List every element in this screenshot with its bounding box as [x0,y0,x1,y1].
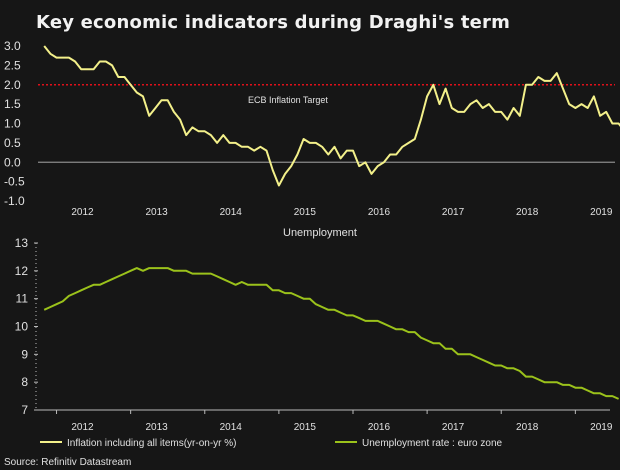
y-tick-label: 2.5 [4,58,21,72]
x-tick-label: 2014 [220,422,243,433]
y-tick-label: 9 [21,347,28,361]
y-tick-label: 1.0 [4,117,21,131]
series-line [43,45,620,187]
x-tick-label: 2012 [71,422,94,433]
y-tick-label: 0.0 [4,155,21,169]
x-tick-label: 2014 [220,207,243,218]
x-tick-label: 2018 [516,207,539,218]
y-tick-label: 3.0 [4,39,21,53]
unemployment-panel: Unemployment 13 12 11 10 9 8 7 2012 2013 2014 2015… [15,227,620,433]
y-tick-label: 12 [15,264,29,278]
inflation-target-label: ECB Inflation Target [248,95,328,105]
chart-title: Key economic indicators during Draghi's … [36,12,511,33]
x-tick-label: 2016 [368,207,391,218]
x-tick-label: 2018 [516,422,539,433]
y-tick-label: 1.5 [4,97,21,111]
x-tick-label: 2019 [590,422,613,433]
x-tick-label: 2013 [145,422,168,433]
y-tick-label: 8 [21,375,28,389]
x-tick-label: 2017 [442,422,465,433]
y-tick-label: -0.5 [4,175,25,189]
x-tick-label: 2015 [294,422,317,433]
inflation-panel: 3.0 2.5 2.0 1.5 1.0 0.5 0.0 -0.5 -1.0 2012 2013 201… [4,39,620,218]
y-tick-label: 2.0 [4,78,21,92]
series-line [43,267,620,400]
unemployment-panel-title: Unemployment [283,227,357,239]
x-tick-label: 2017 [442,207,465,218]
y-tick-label: 10 [15,320,29,334]
x-tick-label: 2015 [294,207,317,218]
legend-label-unemployment: Unemployment rate : euro zone [362,438,503,449]
x-tick-label: 2013 [145,207,168,218]
legend: Inflation including all items(yr-on-yr %… [40,438,503,449]
x-tick-label: 2019 [590,207,613,218]
y-tick-label: 11 [16,292,29,306]
y-tick-label: 13 [15,236,29,250]
source-note: Source: Refinitiv Datastream [4,457,131,468]
y-tick-label: 0.5 [4,136,21,150]
x-tick-label: 2016 [368,422,391,433]
y-tick-label: -1.0 [4,194,25,208]
y-tick-label: 7 [21,403,28,417]
legend-label-inflation: Inflation including all items(yr-on-yr %… [67,438,237,449]
x-tick-label: 2012 [71,207,94,218]
